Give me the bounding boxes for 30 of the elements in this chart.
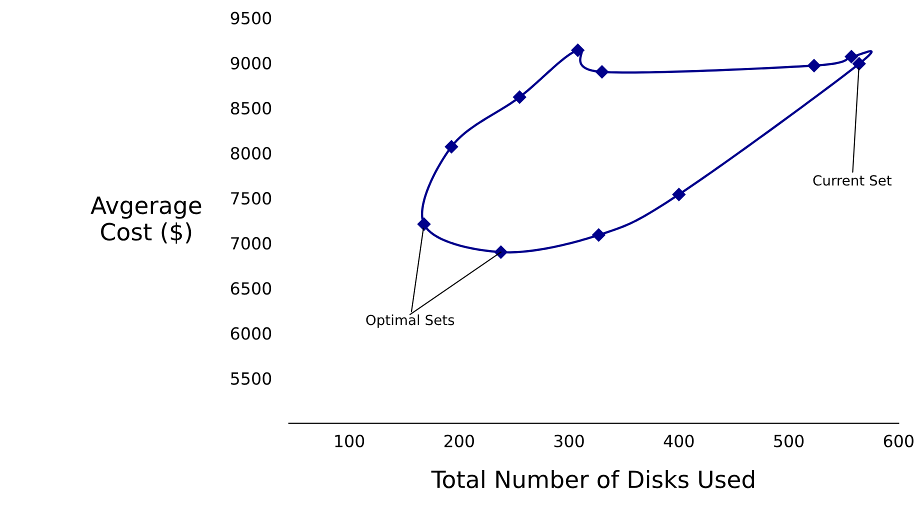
x-tick-label: 200 (444, 434, 474, 448)
y-tick-label: 9000 (230, 56, 272, 70)
y-tick-label: 7000 (231, 237, 272, 250)
point (844, 50, 858, 64)
point (417, 218, 431, 231)
x-tick-label: 600 (884, 434, 914, 448)
point (807, 59, 821, 72)
y-tick-label: 9500 (230, 12, 272, 24)
point (592, 228, 606, 242)
y-tick-label: 5500 (231, 372, 272, 385)
x-tick-label: 300 (554, 434, 584, 448)
x-tick-label: 100 (335, 434, 364, 448)
x-axis-title: Total Number of Disks Used (431, 470, 754, 488)
point (672, 188, 686, 202)
annotation: Optimal Sets (366, 314, 454, 328)
y-tick-label: 6000 (230, 327, 272, 340)
y-tick-label: 6500 (230, 282, 272, 295)
y-tick-label: 7500 (231, 192, 272, 205)
x-tick-label: 400 (664, 434, 694, 448)
y-tick-label: 8500 (230, 102, 272, 115)
y-tick-label: 8000 (230, 146, 272, 160)
annotation: Current Set (813, 175, 892, 186)
point (494, 246, 508, 259)
point (513, 90, 526, 104)
point (595, 65, 609, 78)
y-axis-title: Avgerage Cost ($) (90, 196, 202, 244)
point (852, 57, 866, 70)
point (571, 44, 584, 57)
point (444, 140, 458, 154)
x-tick-label: 500 (774, 434, 804, 448)
